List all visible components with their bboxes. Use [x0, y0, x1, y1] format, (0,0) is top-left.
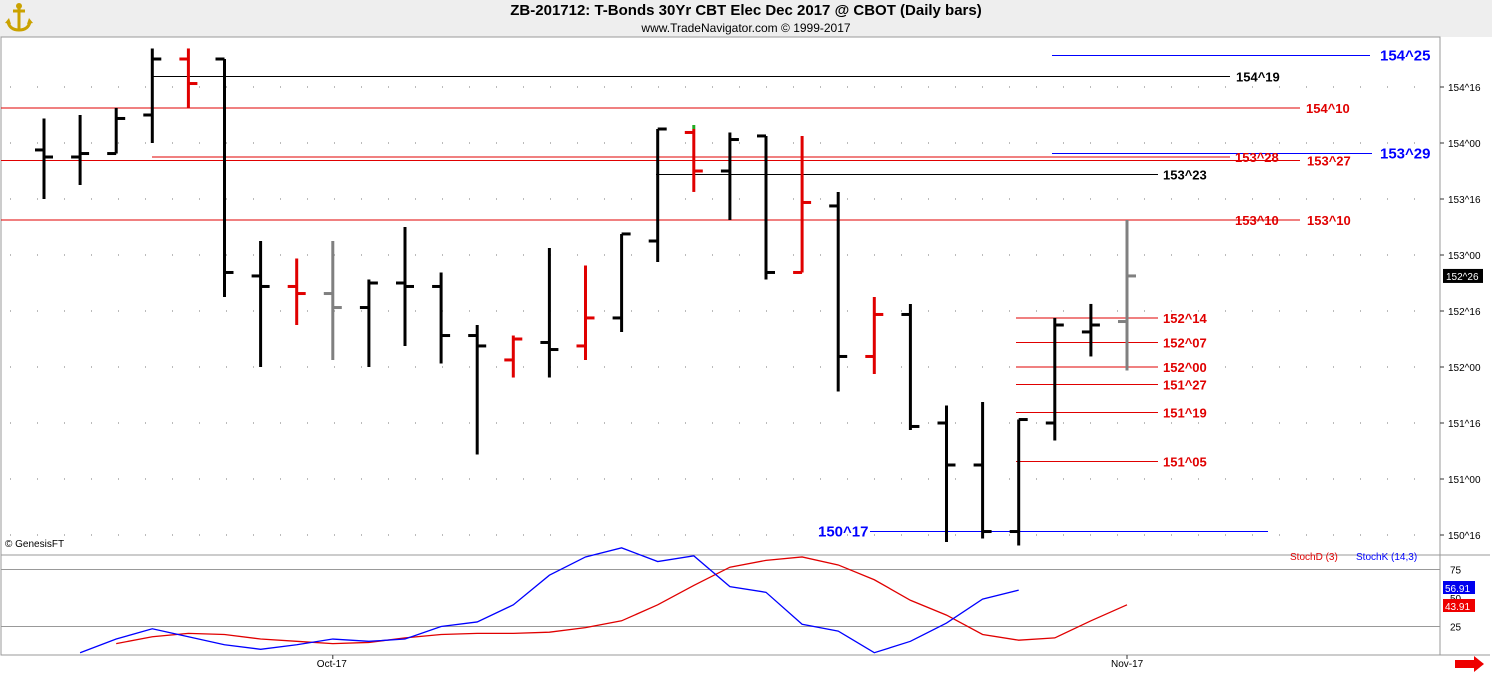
price-bar	[829, 191, 848, 392]
y-tick-label: 152^00	[1448, 363, 1481, 374]
price-bar	[35, 118, 53, 199]
level-label: 151^27	[1163, 377, 1207, 392]
level-label: 150^17	[818, 524, 868, 541]
price-bar	[107, 107, 126, 156]
level-label: 153^27	[1307, 153, 1351, 168]
y-tick-label: 150^16	[1448, 531, 1481, 542]
price-bar	[757, 134, 775, 280]
stoch-tick-label: 75	[1450, 566, 1462, 577]
y-tick-label: 151^16	[1448, 419, 1481, 430]
stoch-value-label: 56.91	[1445, 584, 1470, 595]
stoch-legend-d: StochD (3)	[1290, 552, 1338, 563]
level-lines: 154^25 154^19 154^10 153^29 153^28 153^27 153^…	[1, 48, 1430, 541]
price-bar	[396, 227, 414, 346]
price-bar	[71, 115, 90, 185]
price-bar	[901, 303, 920, 430]
price-bar	[215, 57, 234, 297]
price-bar	[793, 135, 812, 274]
price-bar	[1118, 219, 1136, 371]
price-bar	[720, 132, 739, 220]
y-tick-label: 153^00	[1448, 251, 1481, 262]
y-axis: 154^16 154^00 153^16 153^00 152^16 152^00 151^…	[1440, 83, 1483, 542]
stoch-tick-label: 25	[1450, 623, 1462, 634]
y-tick-label: 154^16	[1448, 83, 1481, 94]
price-bar	[359, 279, 378, 367]
watermark-text: © GenesisFT	[5, 539, 64, 550]
level-label: 152^14	[1163, 311, 1208, 326]
level-label: 152^07	[1163, 335, 1207, 350]
level-label: 154^19	[1236, 69, 1280, 84]
chart-header: ZB-201712: T-Bonds 30Yr CBT Elec Dec 201…	[0, 0, 1492, 37]
price-bar	[468, 325, 487, 455]
price-bar	[504, 335, 523, 378]
price-bars	[35, 48, 1136, 546]
price-bar	[432, 272, 451, 364]
price-bar	[323, 241, 342, 360]
stoch-line	[79, 547, 1019, 654]
price-bar	[287, 258, 306, 325]
price-bar	[937, 405, 956, 542]
price-bar	[251, 241, 270, 367]
stoch-value-box	[1443, 581, 1475, 594]
stoch-value-box	[1443, 599, 1475, 612]
price-bar	[612, 232, 631, 332]
scroll-right-arrow-icon[interactable]	[1455, 656, 1484, 672]
grid-dots	[10, 86, 1415, 536]
price-bar	[973, 401, 992, 539]
level-label: 151^19	[1163, 405, 1207, 420]
level-label: 153^29	[1380, 146, 1430, 163]
stoch-legend-k: StochK (14,3)	[1356, 552, 1417, 563]
current-price-label: 152^26	[1446, 272, 1479, 283]
y-tick-label: 154^00	[1448, 139, 1481, 150]
chart-subtitle: www.TradeNavigator.com © 1999-2017	[641, 21, 851, 35]
level-label: 151^05	[1163, 455, 1207, 470]
stoch-line	[116, 556, 1128, 645]
price-bar	[143, 48, 162, 143]
price-bar	[576, 265, 595, 360]
anchor-logo-icon	[5, 3, 33, 32]
x-tick-label: Nov-17	[1111, 659, 1144, 670]
price-bar	[648, 127, 667, 262]
price-bar	[865, 297, 884, 374]
price-bar	[179, 48, 198, 108]
level-label: 153^10	[1307, 213, 1351, 228]
price-bar	[684, 129, 703, 192]
price-bar	[1009, 418, 1028, 546]
current-price-box	[1443, 268, 1483, 283]
x-tick-label: Oct-17	[317, 659, 347, 670]
chart-title: ZB-201712: T-Bonds 30Yr CBT Elec Dec 201…	[510, 2, 982, 19]
level-label: 152^00	[1163, 360, 1207, 375]
level-label: 154^10	[1306, 101, 1350, 116]
grid-dot-pattern	[10, 86, 1415, 536]
y-tick-label: 153^16	[1448, 195, 1481, 206]
level-label: 153^28	[1235, 150, 1279, 165]
y-tick-label: 152^16	[1448, 307, 1481, 318]
x-axis: Oct-17 Nov-17	[317, 655, 1144, 670]
price-bar	[540, 247, 559, 378]
level-label: 154^25	[1380, 48, 1430, 65]
panel-frame	[0, 36, 1490, 656]
price-bar	[1081, 303, 1100, 357]
stoch-value-label: 43.91	[1445, 602, 1470, 613]
plot-border	[0, 36, 1441, 656]
price-bar	[1045, 317, 1064, 441]
y-tick-label: 151^00	[1448, 475, 1481, 486]
level-label: 153^23	[1163, 167, 1207, 182]
